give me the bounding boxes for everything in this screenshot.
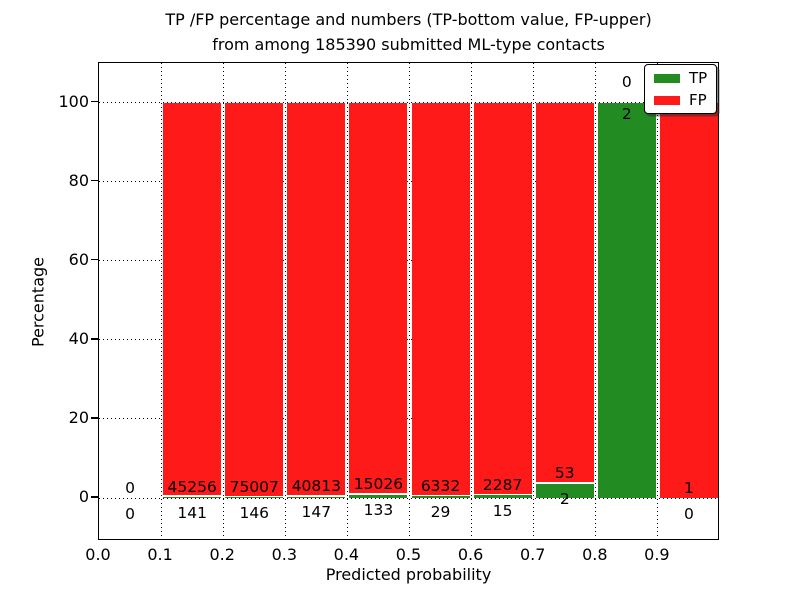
bar-segment-tp (163, 496, 222, 498)
gridline-vertical (160, 63, 162, 539)
fp-count-label: 75007 (229, 477, 279, 496)
x-tick-label: 0.8 (582, 545, 608, 564)
y-tick-label: 0 (78, 487, 89, 506)
fp-count-label: 53 (554, 464, 575, 483)
y-tick-mark (91, 179, 98, 182)
bar-segment-fp (659, 102, 718, 498)
legend-item-label: TP (689, 69, 708, 87)
gridline-vertical (471, 63, 473, 539)
y-tick-mark (91, 338, 98, 340)
gridline-vertical (595, 63, 597, 539)
tp-count-label: 2 (621, 105, 632, 124)
tp-swatch-icon (654, 73, 680, 83)
y-tick-mark (91, 100, 98, 103)
tp-count-label: 0 (684, 504, 694, 523)
bar-segment-tp (535, 483, 594, 498)
legend-item: FP (654, 92, 707, 108)
y-tick-mark (91, 496, 98, 498)
y-tick-label: 20 (68, 407, 89, 427)
chart-title-line1: TP /FP percentage and numbers (TP-bottom… (165, 10, 652, 29)
gridline-vertical (222, 63, 224, 539)
gridline-vertical (284, 63, 286, 539)
tp-count-label: 2 (559, 490, 570, 509)
x-tick-label: 0.3 (271, 545, 298, 564)
tp-count-label: 15 (492, 502, 513, 521)
bar-segment-fp (287, 102, 346, 496)
tp-count-label: 0 (125, 504, 135, 523)
fp-swatch-icon (654, 95, 680, 105)
bar-segment-tp (473, 495, 532, 498)
x-tick-label: 0.6 (457, 545, 484, 564)
fp-count-label: 0 (621, 72, 632, 91)
bar-segment-tp (349, 494, 408, 498)
plot-area: 0 0 45256 141 75007 146 40813 147 15026 133 6332 29… (98, 62, 719, 540)
tp-count-label: 29 (430, 503, 451, 522)
x-tick-label: 0.7 (519, 545, 546, 564)
fp-count-label: 6332 (420, 476, 461, 495)
gridline-horizontal (99, 260, 718, 262)
x-tick-label: 0.9 (644, 545, 670, 564)
gridline-horizontal (99, 339, 718, 341)
bar-segment-tp (287, 496, 346, 498)
chart-title: TP /FP percentage and numbers (TP-bottom… (98, 7, 719, 57)
tp-count-label: 141 (177, 503, 207, 522)
bar-segment-fp (225, 102, 284, 496)
gridline-horizontal (99, 418, 718, 420)
tp-count-label: 147 (301, 503, 332, 522)
bar-segment-fp (535, 102, 594, 483)
bar-segment-fp (473, 102, 532, 495)
gridline-vertical (346, 63, 348, 539)
y-tick-label: 60 (68, 249, 89, 269)
fp-count-label: 2287 (482, 476, 523, 495)
x-tick-label: 0.2 (209, 545, 235, 564)
bar-segment-tp (411, 496, 470, 498)
chart-title-line2: from among 185390 submitted ML-type cont… (212, 35, 605, 54)
x-tick-label: 0.0 (85, 545, 111, 564)
gridline-horizontal (99, 102, 718, 104)
bar-segment-tp (225, 497, 284, 498)
x-axis-label: Predicted probability (325, 565, 492, 584)
y-tick-label: 80 (68, 170, 89, 190)
x-tick-label: 0.1 (147, 545, 173, 564)
x-tick-label: 0.4 (333, 545, 360, 564)
tp-count-label: 146 (239, 504, 270, 523)
x-tick-label: 0.5 (395, 545, 422, 564)
legend: TP FP (644, 64, 718, 114)
legend-item: TP (654, 70, 707, 86)
y-tick-label: 100 (58, 91, 89, 111)
fp-count-label: 40813 (291, 477, 341, 496)
bar-segment-fp (163, 102, 222, 496)
y-tick-mark (91, 417, 98, 419)
y-tick-mark (91, 258, 98, 261)
gridline-vertical (657, 63, 659, 539)
gridline-vertical (533, 63, 535, 539)
legend-item-label: FP (689, 91, 707, 109)
fp-count-label: 0 (125, 478, 135, 497)
bar-segment-tp (597, 102, 656, 498)
tp-count-label: 133 (363, 501, 394, 520)
fp-count-label: 15026 (353, 475, 404, 494)
gridline-vertical (409, 63, 410, 539)
bar-segment-fp (411, 102, 470, 495)
bar-segment-fp (349, 102, 408, 494)
fp-count-label: 45256 (167, 477, 217, 496)
fp-count-label: 1 (684, 478, 694, 497)
gridline-horizontal (99, 181, 718, 183)
gridline-horizontal (99, 497, 718, 499)
y-tick-label: 40 (68, 328, 89, 348)
